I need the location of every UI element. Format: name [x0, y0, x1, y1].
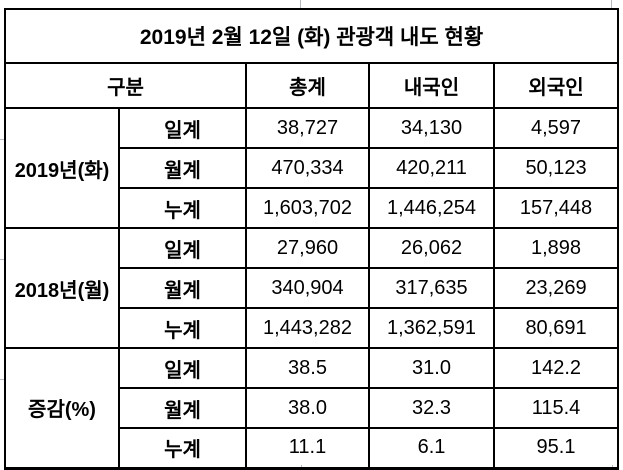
row-label[interactable]: 월계 [118, 387, 247, 429]
row-label[interactable]: 일계 [118, 227, 247, 269]
header-category[interactable]: 구분 [4, 62, 247, 109]
cell-total[interactable]: 11.1 [245, 427, 370, 469]
table-row: 증감(%) 일계 38.5 31.0 142.2 [4, 347, 620, 469]
cell-domestic[interactable]: 26,062 [368, 227, 495, 269]
table-row: 누계 11.1 6.1 95.1 [5, 427, 620, 469]
row-label[interactable]: 누계 [118, 307, 247, 349]
header-foreign[interactable]: 외국인 [492, 62, 620, 109]
cell-domestic[interactable]: 32.3 [368, 387, 495, 429]
cell-total[interactable]: 1,603,702 [245, 187, 370, 229]
header-domestic[interactable]: 내국인 [368, 62, 495, 109]
cell-foreign[interactable]: 95.1 [492, 427, 620, 469]
cell-foreign[interactable]: 115.4 [492, 387, 620, 429]
cell-domestic[interactable]: 317,635 [368, 267, 495, 309]
cell-foreign[interactable]: 4,597 [492, 107, 620, 149]
row-label[interactable]: 누계 [118, 427, 247, 469]
row-label[interactable]: 일계 [118, 347, 247, 389]
group-label-2019[interactable]: 2019년(화) [4, 107, 120, 229]
cell-domestic[interactable]: 34,130 [368, 107, 495, 149]
row-label[interactable]: 누계 [118, 187, 247, 229]
cell-domestic[interactable]: 420,211 [368, 147, 495, 189]
cell-foreign[interactable]: 142.2 [492, 347, 620, 389]
table-row: 누계 1,603,702 1,446,254 157,448 [5, 187, 620, 229]
cell-foreign[interactable]: 23,269 [492, 267, 620, 309]
table-row: 월계 340,904 317,635 23,269 [5, 267, 620, 309]
margin-gridline [0, 259, 5, 260]
group-label-change[interactable]: 증감(%) [4, 347, 120, 469]
title-row: 2019년 2월 12일 (화) 관광객 내도 현황 [3, 8, 620, 64]
cell-total[interactable]: 38.0 [245, 387, 370, 429]
table-row: 월계 470,334 420,211 50,123 [5, 147, 620, 189]
header-total[interactable]: 총계 [245, 62, 370, 109]
table-row: 누계 1,443,282 1,362,591 80,691 [5, 307, 620, 349]
cell-total[interactable]: 470,334 [245, 147, 370, 189]
group-label-2018[interactable]: 2018년(월) [4, 227, 120, 349]
cell-domestic[interactable]: 1,362,591 [368, 307, 495, 349]
cell-foreign[interactable]: 1,898 [492, 227, 620, 269]
margin-gridline [611, 0, 612, 9]
cell-total[interactable]: 1,443,282 [245, 307, 370, 349]
cell-domestic[interactable]: 6.1 [368, 427, 495, 469]
cell-total[interactable]: 340,904 [245, 267, 370, 309]
cell-foreign[interactable]: 80,691 [492, 307, 620, 349]
cell-total[interactable]: 38,727 [245, 107, 370, 149]
table-row: 2018년(월) 일계 27,960 26,062 1,898 [4, 227, 620, 349]
row-label[interactable]: 월계 [118, 147, 247, 189]
row-label[interactable]: 일계 [118, 107, 247, 149]
margin-gridline [0, 379, 5, 380]
tourist-arrivals-table: 2019년 2월 12일 (화) 관광객 내도 현황 구분 총계 내국인 외국인… [3, 8, 620, 470]
table-title[interactable]: 2019년 2월 12일 (화) 관광객 내도 현황 [3, 8, 620, 64]
header-row: 구분 총계 내국인 외국인 [4, 62, 620, 109]
cell-total[interactable]: 38.5 [245, 347, 370, 389]
cell-foreign[interactable]: 50,123 [492, 147, 620, 189]
table-row: 월계 38.0 32.3 115.4 [5, 387, 620, 429]
row-label[interactable]: 월계 [118, 267, 247, 309]
cell-foreign[interactable]: 157,448 [492, 187, 620, 229]
margin-gridline [300, 0, 301, 9]
table-row: 2019년(화) 일계 38,727 34,130 4,597 [4, 107, 620, 229]
cell-domestic[interactable]: 31.0 [368, 347, 495, 389]
cell-total[interactable]: 27,960 [245, 227, 370, 269]
cell-domestic[interactable]: 1,446,254 [368, 187, 495, 229]
margin-gridline [0, 139, 5, 140]
